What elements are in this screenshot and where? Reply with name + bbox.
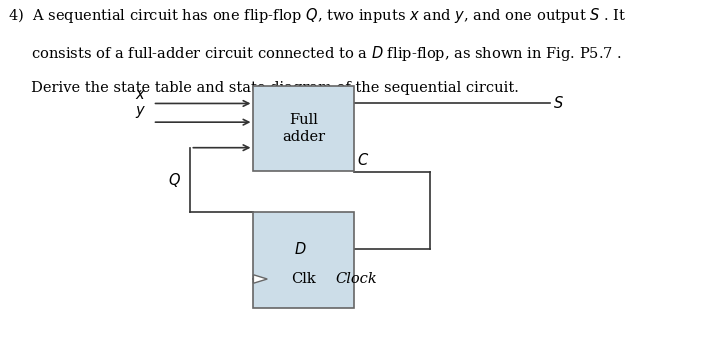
Text: 4)  A sequential circuit has one flip-flop $Q$, two inputs $x$ and $y$, and one : 4) A sequential circuit has one flip-flo… <box>8 7 626 25</box>
Text: Derive the state table and state diagram of the sequential circuit.: Derive the state table and state diagram… <box>8 81 518 95</box>
Bar <box>253 86 354 172</box>
Text: Clk: Clk <box>292 272 316 286</box>
Text: $y$: $y$ <box>135 105 147 120</box>
Text: $Q$: $Q$ <box>168 171 181 189</box>
Text: Clock: Clock <box>336 272 377 286</box>
Text: $S$: $S$ <box>553 95 564 111</box>
Text: $D$: $D$ <box>295 240 307 257</box>
Text: consists of a full-adder circuit connected to a $D$ flip-flop, as shown in Fig. : consists of a full-adder circuit connect… <box>8 44 622 63</box>
Text: $x$: $x$ <box>135 88 147 102</box>
Text: Full: Full <box>290 114 318 128</box>
Polygon shape <box>253 275 267 283</box>
Bar <box>253 212 354 308</box>
Text: adder: adder <box>282 130 326 144</box>
Text: $C$: $C$ <box>358 152 370 168</box>
